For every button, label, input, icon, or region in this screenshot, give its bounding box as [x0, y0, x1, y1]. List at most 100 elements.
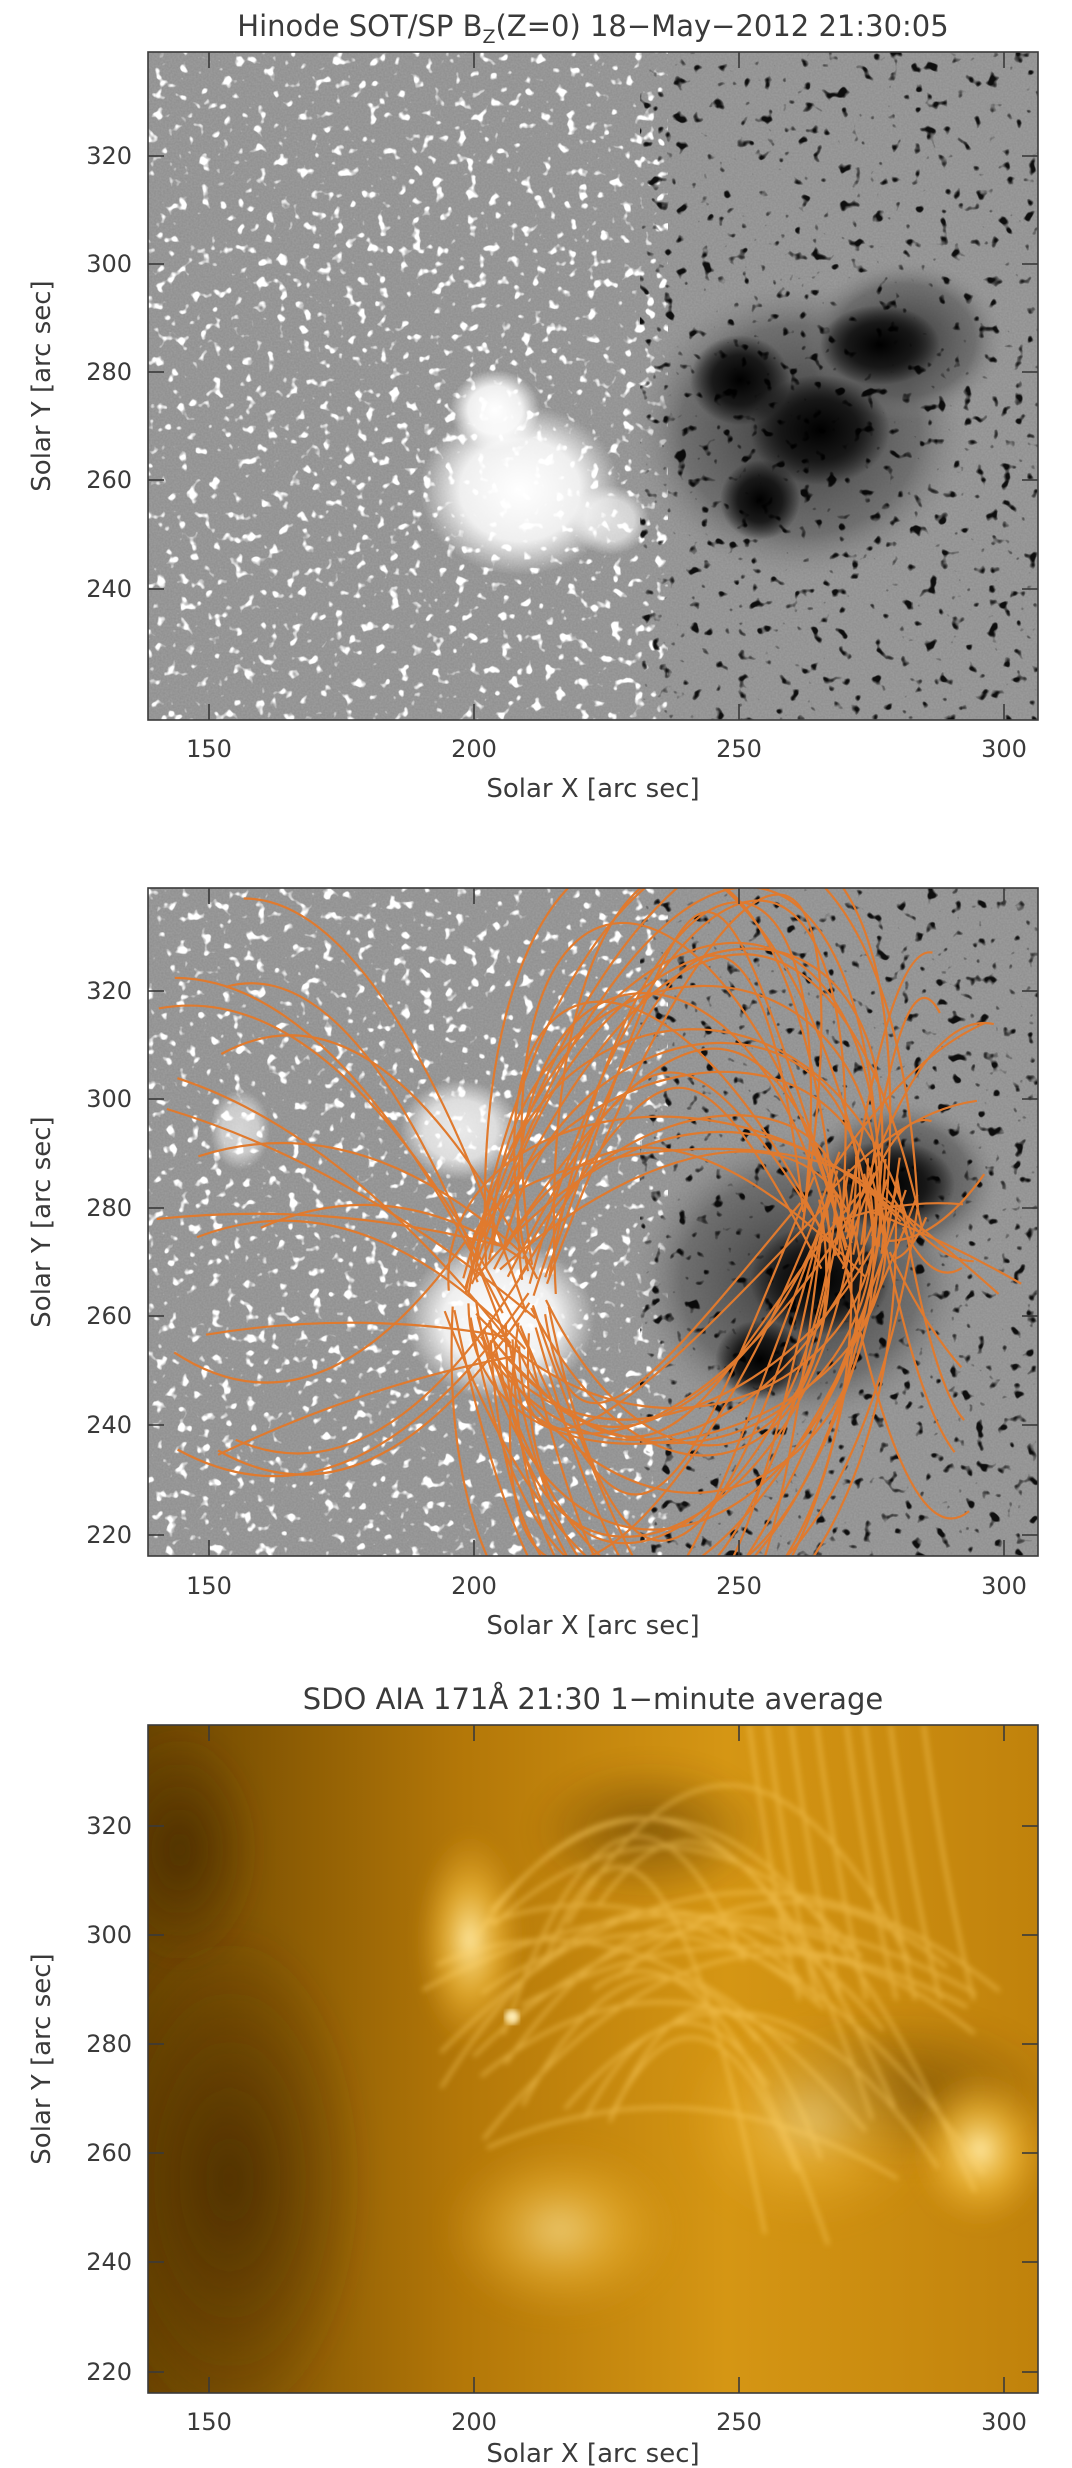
- panel-3-title: SDO AIA 171Å 21:30 1−minute average: [303, 1682, 883, 1716]
- panel-3-x-label: Solar X [arc sec]: [486, 2439, 699, 2468]
- field-line: [831, 1099, 978, 1190]
- x-tick-label: 250: [716, 735, 762, 763]
- field-line: [545, 1209, 831, 1447]
- y-tick-label: 320: [86, 142, 132, 170]
- field-line: [499, 1150, 862, 1271]
- x-tick-label: 150: [186, 735, 232, 763]
- y-tick-label: 320: [86, 977, 132, 1005]
- field-line: [450, 1204, 897, 1556]
- y-tick-label: 220: [86, 2358, 132, 2386]
- field-line: [860, 996, 941, 1245]
- coronal-loop: [520, 1945, 968, 2009]
- field-line: [513, 1000, 824, 1272]
- field-line: [528, 899, 847, 1284]
- coronal-fan: [815, 1725, 869, 2001]
- field-line-image: [148, 888, 1038, 1556]
- x-tick-label: 300: [981, 2408, 1027, 2436]
- field-line: [177, 1292, 530, 1478]
- field-line: [482, 1157, 901, 1556]
- field-line: [205, 1321, 507, 1338]
- field-lines: [156, 888, 1022, 1556]
- field-line: [880, 1225, 956, 1453]
- field-line: [530, 1199, 828, 1457]
- panel-1-x-tick-labels: 150 200 250 300: [186, 735, 1027, 763]
- y-tick-label: 260: [86, 466, 132, 494]
- panel-2-x-tick-labels: 150 200 250 300: [186, 1572, 1027, 1600]
- panel-3-ticks: [148, 1725, 1038, 2393]
- coronal-loop: [608, 2006, 823, 2160]
- field-line: [885, 1187, 974, 1263]
- field-line: [544, 1202, 802, 1405]
- coronal-loop: [521, 1976, 759, 2107]
- field-line: [868, 1209, 1022, 1285]
- coronal-fan: [765, 1725, 819, 2001]
- panel-1-title: Hinode SOT/SP BZ(Z=0) 18−May−2012 21:30:…: [237, 9, 948, 48]
- field-line: [475, 1195, 878, 1410]
- field-line: [844, 951, 933, 1233]
- panel-3-x-tick-labels: 150 200 250 300: [186, 2408, 1027, 2436]
- y-tick-label: 300: [86, 250, 132, 278]
- coronal-fan: [863, 1725, 917, 2001]
- field-line: [841, 1118, 932, 1270]
- panel-2-y-tick-labels: 220 240 260 280 300 320: [86, 977, 132, 1549]
- field-line: [511, 1180, 853, 1556]
- coronal-loop: [421, 1913, 977, 1996]
- coronal-loop: [486, 2106, 899, 2181]
- panel-3-frame: [147, 1724, 1039, 2394]
- field-line: [894, 1216, 928, 1260]
- field-line: [888, 1251, 963, 1369]
- field-line: [156, 1212, 503, 1248]
- field-line: [532, 954, 805, 1297]
- coronal-fan: [888, 1725, 942, 2001]
- panel-1-frame: [147, 51, 1039, 721]
- coronal-loop: [435, 1938, 867, 2133]
- y-tick-label: 280: [86, 358, 132, 386]
- coronal-loops: [421, 1725, 1001, 2246]
- y-tick-label: 240: [86, 1411, 132, 1439]
- field-line: [525, 1190, 835, 1556]
- coronal-fan: [922, 1725, 976, 2001]
- y-tick-label: 260: [86, 1302, 132, 1330]
- x-tick-label: 300: [981, 735, 1027, 763]
- y-tick-label: 320: [86, 1812, 132, 1840]
- field-line: [198, 1141, 522, 1253]
- field-line: [491, 984, 879, 1253]
- panel-field-lines: 150 200 250 300 220 240 260 280 300 320 …: [27, 887, 1039, 1641]
- coronal-loop: [609, 2036, 799, 2173]
- panel-magnetogram: Hinode SOT/SP BZ(Z=0) 18−May−2012 21:30:…: [27, 9, 1039, 804]
- coronal-loop: [596, 1840, 874, 2120]
- field-line: [889, 1173, 986, 1242]
- field-line: [502, 1041, 861, 1255]
- x-tick-label: 200: [451, 1572, 497, 1600]
- field-line: [471, 1179, 888, 1441]
- panel-3-y-tick-labels: 220 240 260 280 300 320: [86, 1812, 132, 2386]
- field-line: [475, 888, 883, 1264]
- coronal-loop: [472, 1923, 857, 2058]
- x-tick-label: 150: [186, 1572, 232, 1600]
- field-line: [545, 893, 823, 1285]
- field-line: [479, 1183, 900, 1421]
- field-line: [518, 1086, 823, 1278]
- field-line: [544, 911, 849, 1278]
- field-line: [520, 921, 847, 1265]
- coronal-loop: [616, 1900, 948, 1979]
- y-tick-label: 300: [86, 1921, 132, 1949]
- y-tick-label: 280: [86, 2030, 132, 2058]
- x-tick-label: 250: [716, 1572, 762, 1600]
- coronal-loop: [489, 1817, 977, 2193]
- x-tick-label: 200: [451, 2408, 497, 2436]
- field-line: [476, 1172, 876, 1435]
- field-line: [826, 1021, 986, 1178]
- field-line: [552, 888, 837, 1295]
- field-line: [177, 1077, 512, 1344]
- field-line: [220, 1034, 539, 1280]
- x-tick-label: 250: [716, 2408, 762, 2436]
- field-line: [547, 1196, 829, 1542]
- x-tick-label: 200: [451, 735, 497, 763]
- field-line: [487, 947, 884, 1260]
- field-line: [166, 1107, 537, 1319]
- panel-1-ticks: [148, 52, 1038, 720]
- panel-1-y-tick-labels: 240 260 280 300 320: [86, 142, 132, 603]
- y-tick-label: 260: [86, 2139, 132, 2167]
- coronal-loop: [439, 1890, 1001, 2054]
